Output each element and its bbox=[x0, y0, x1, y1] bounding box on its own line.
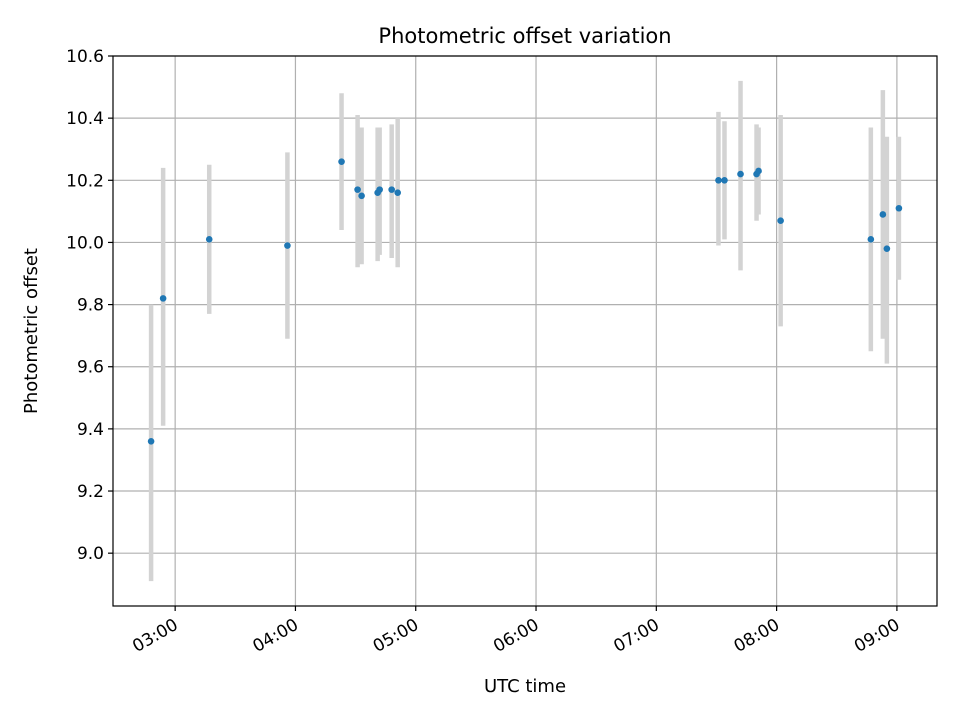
y-tick-label: 9.0 bbox=[77, 544, 104, 564]
data-point bbox=[895, 204, 903, 212]
y-tick-label: 9.2 bbox=[77, 482, 104, 502]
data-point bbox=[284, 242, 291, 249]
data-point bbox=[879, 211, 887, 218]
data-point bbox=[388, 186, 395, 193]
y-tick-label: 10.2 bbox=[66, 171, 104, 191]
chart-title: Photometric offset variation bbox=[378, 24, 671, 48]
y-tick-label: 10.0 bbox=[66, 233, 104, 253]
y-tick-label: 9.8 bbox=[77, 296, 104, 316]
data-point bbox=[721, 176, 728, 184]
data-point bbox=[205, 236, 213, 243]
y-tick-label: 10.6 bbox=[66, 47, 104, 67]
data-point bbox=[376, 186, 383, 193]
data-point bbox=[354, 186, 361, 193]
y-axis: 9.0 9.2 9.4 9.6 9.8 10.0 10.2 10.4 10.6 bbox=[66, 47, 113, 564]
data-point bbox=[394, 189, 401, 197]
data-point bbox=[777, 217, 784, 224]
data-point bbox=[147, 438, 155, 445]
data-point bbox=[358, 192, 365, 200]
x-axis-label: UTC time bbox=[484, 676, 566, 697]
data-point bbox=[867, 236, 875, 243]
y-tick-label: 10.4 bbox=[66, 109, 104, 129]
data-point bbox=[755, 167, 762, 175]
plot-frame bbox=[112, 55, 938, 607]
y-axis-label: Photometric offset bbox=[21, 248, 42, 414]
data-point bbox=[883, 245, 891, 252]
data-point bbox=[737, 170, 744, 178]
data-point bbox=[159, 295, 167, 302]
y-tick-label: 9.4 bbox=[77, 420, 104, 440]
grid bbox=[113, 55, 937, 606]
data-points bbox=[147, 158, 903, 445]
y-tick-label: 9.6 bbox=[77, 358, 104, 378]
data-point bbox=[338, 158, 345, 165]
data-point bbox=[715, 176, 722, 184]
plot-area bbox=[113, 56, 937, 606]
